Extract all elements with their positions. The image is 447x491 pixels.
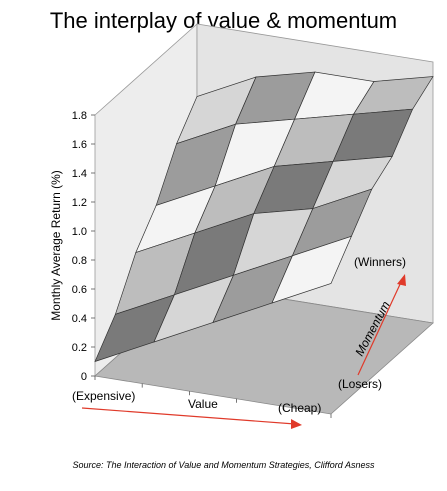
z-tick-label: 1.2 bbox=[72, 197, 87, 209]
axis-arrows bbox=[81, 274, 406, 429]
value-arrow-head bbox=[291, 419, 302, 429]
source-note: Source: The Interaction of Value and Mom… bbox=[72, 460, 375, 470]
z-tick-label: 1.0 bbox=[72, 226, 87, 238]
momentum-high-label: (Winners) bbox=[354, 255, 406, 269]
z-tick-label: 0 bbox=[81, 371, 87, 383]
z-tick-label: 0.8 bbox=[72, 255, 87, 267]
value-arrow-line bbox=[81, 407, 296, 425]
momentum-low-label: (Losers) bbox=[338, 377, 382, 391]
value-low-label: (Expensive) bbox=[72, 389, 135, 403]
z-tick-label: 0.2 bbox=[72, 342, 87, 354]
value-axis-label: Value bbox=[188, 397, 218, 411]
z-tick-label: 1.4 bbox=[72, 168, 87, 180]
z-axis-label: Monthly Average Return (%) bbox=[49, 170, 63, 321]
momentum-arrow-line bbox=[357, 279, 403, 376]
z-tick-label: 1.8 bbox=[72, 110, 87, 122]
z-tick-label: 0.4 bbox=[72, 313, 87, 325]
z-tick-label: 0.6 bbox=[72, 284, 87, 296]
z-tick-label: 1.6 bbox=[72, 139, 87, 151]
surface-cell bbox=[271, 235, 353, 304]
value-high-label: (Cheap) bbox=[278, 401, 321, 415]
surface-mesh bbox=[94, 71, 434, 363]
momentum-arrow-head bbox=[397, 274, 406, 286]
z-axis-ticks: 1.8 1.6 1.4 1.2 1.0 0.8 0.6 0.4 0.2 0 bbox=[72, 110, 332, 418]
